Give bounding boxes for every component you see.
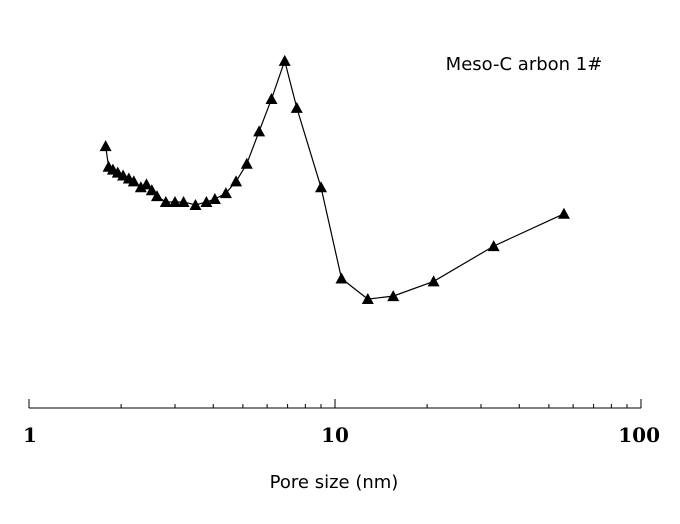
data-point-marker: [177, 196, 190, 207]
data-point-marker: [240, 157, 253, 169]
x-tick-label: 100: [618, 423, 660, 447]
x-tick-label: 10: [321, 423, 349, 447]
data-point-marker: [151, 190, 164, 202]
x-axis-title: Pore size (nm): [270, 472, 399, 493]
data-point-marker: [219, 187, 232, 199]
series-polyline: [105, 58, 565, 300]
data-point-marker: [208, 193, 221, 205]
data-point-marker: [427, 275, 440, 287]
data-point-marker: [314, 181, 327, 193]
data-point-marker: [265, 93, 278, 105]
data-point-marker: [99, 140, 112, 152]
data-point-marker: [189, 198, 202, 210]
data-point-marker: [557, 207, 570, 219]
data-point-marker: [253, 125, 266, 137]
data-point-marker: [200, 196, 213, 207]
data-point-marker: [134, 181, 147, 193]
data-point-marker: [168, 196, 181, 207]
data-point-marker: [361, 293, 374, 305]
data-point-marker: [278, 54, 291, 66]
data-point-marker: [159, 196, 172, 207]
series-markers: [99, 54, 570, 305]
data-point-marker: [335, 272, 348, 284]
data-point-marker: [140, 178, 153, 190]
x-tick-label: 1: [23, 423, 37, 447]
x-axis: [28, 399, 642, 409]
data-point-marker: [145, 184, 158, 196]
data-point-marker: [127, 175, 140, 187]
data-point-marker: [387, 290, 400, 302]
chart-annotation: Meso-C arbon 1#: [446, 54, 603, 75]
data-point-marker: [290, 101, 303, 113]
data-point-marker: [230, 175, 243, 187]
x-tick-labels: 1 10 100: [23, 423, 660, 447]
data-point-marker: [487, 240, 500, 252]
series-line: [105, 58, 565, 300]
